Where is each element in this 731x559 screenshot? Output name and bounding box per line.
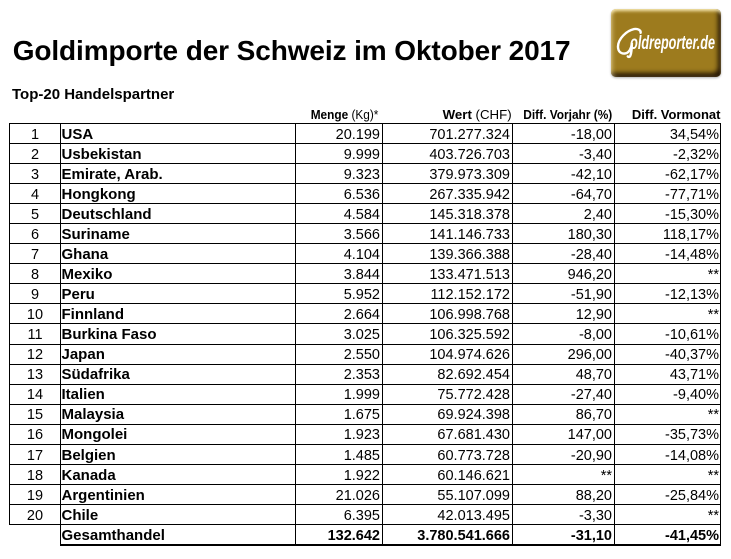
svg-text:oldreporter.de: oldreporter.de <box>630 33 715 54</box>
